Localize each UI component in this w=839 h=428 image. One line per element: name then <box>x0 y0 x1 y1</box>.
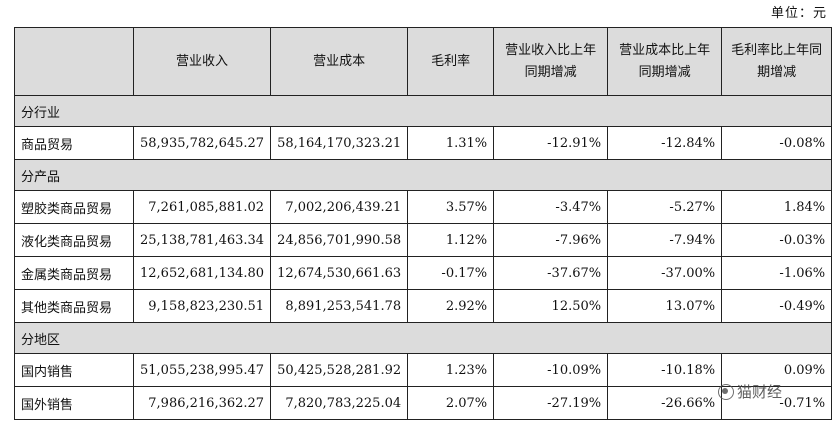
margin-cell: 2.92% <box>407 289 495 323</box>
table-row: 国内销售 51,055,238,995.47 50,425,528,281.92… <box>14 353 833 387</box>
header-line: 期增减 <box>757 64 797 80</box>
cost-cell: 7,002,206,439.21 <box>270 190 409 224</box>
header-row: 营业收入 营业成本 毛利率 营业收入比上年 同期增减 营业成本比上年 同期增减 毛利… <box>14 27 833 96</box>
revenue-cell: 7,261,085,881.02 <box>132 190 272 224</box>
margin-cell: 1.31% <box>407 126 495 160</box>
header-cell-6: 毛利率比上年同 期增减 <box>721 27 833 96</box>
margin-change-cell: -1.06% <box>721 256 833 290</box>
row-label: 商品贸易 <box>14 126 134 160</box>
row-label: 国外销售 <box>14 386 134 420</box>
cost-change-cell: -10.18% <box>607 353 723 387</box>
row-label: 塑胶类商品贸易 <box>14 190 134 224</box>
wechat-icon <box>718 383 734 400</box>
revenue-change-cell: -12.91% <box>493 126 609 160</box>
table-row: 金属类商品贸易 12,652,681,134.80 12,674,530,661… <box>14 256 833 290</box>
revenue-cell: 58,935,782,645.27 <box>132 126 272 160</box>
revenue-table: 营业收入 营业成本 毛利率 营业收入比上年 同期增减 营业成本比上年 同期增减 毛利… <box>13 27 833 420</box>
header-line: 毛利率比上年同 <box>731 42 823 58</box>
row-label: 国内销售 <box>14 353 134 387</box>
revenue-change-cell: -3.47% <box>493 190 609 224</box>
margin-change-cell: 1.84% <box>721 190 833 224</box>
cost-change-cell: 13.07% <box>607 289 723 323</box>
margin-cell: 2.07% <box>407 386 495 420</box>
row-label: 其他类商品贸易 <box>14 289 134 323</box>
margin-change-cell: 0.09% <box>721 353 833 387</box>
header-line: 营业收入比上年 <box>505 42 597 58</box>
revenue-change-cell: -10.09% <box>493 353 609 387</box>
header-line: 毛利率 <box>431 53 471 69</box>
table-row: 液化类商品贸易 25,138,781,463.34 24,856,701,990… <box>14 223 833 257</box>
watermark: 猫财经 <box>718 381 782 402</box>
table-row: 塑胶类商品贸易 7,261,085,881.02 7,002,206,439.2… <box>14 190 833 224</box>
section-row-industry: 分行业 <box>13 95 833 127</box>
cost-cell: 50,425,528,281.92 <box>270 353 409 387</box>
header-line: 营业收入 <box>176 53 229 69</box>
revenue-cell: 7,986,216,362.27 <box>132 386 272 420</box>
header-cell-4: 营业收入比上年 同期增减 <box>493 27 609 96</box>
margin-cell: 1.23% <box>407 353 495 387</box>
table-row: 其他类商品贸易 9,158,823,230.51 8,891,253,541.7… <box>14 289 833 323</box>
cost-cell: 58,164,170,323.21 <box>270 126 409 160</box>
revenue-cell: 51,055,238,995.47 <box>132 353 272 387</box>
header-line: 营业成本 <box>313 53 366 69</box>
row-label: 金属类商品贸易 <box>14 256 134 290</box>
section-row-region: 分地区 <box>13 322 833 354</box>
cost-cell: 8,891,253,541.78 <box>270 289 409 323</box>
header-line: 同期增减 <box>638 64 691 80</box>
section-title: 分产品 <box>13 159 833 191</box>
header-cell-2: 营业成本 <box>270 27 409 96</box>
cost-cell: 24,856,701,990.58 <box>270 223 409 257</box>
margin-change-cell: -0.49% <box>721 289 833 323</box>
cost-change-cell: -12.84% <box>607 126 723 160</box>
section-title: 分地区 <box>13 322 833 354</box>
watermark-text: 猫财经 <box>737 383 783 401</box>
cost-change-cell: -5.27% <box>607 190 723 224</box>
cost-change-cell: -37.00% <box>607 256 723 290</box>
header-line: 同期增减 <box>524 64 577 80</box>
row-label: 液化类商品贸易 <box>14 223 134 257</box>
revenue-change-cell: 12.50% <box>493 289 609 323</box>
margin-change-cell: -0.71% <box>721 386 833 420</box>
cost-change-cell: -26.66% <box>607 386 723 420</box>
header-cell-0 <box>14 27 134 96</box>
revenue-cell: 25,138,781,463.34 <box>132 223 272 257</box>
cost-cell: 7,820,783,225.04 <box>270 386 409 420</box>
cost-change-cell: -7.94% <box>607 223 723 257</box>
margin-cell: -0.17% <box>407 256 495 290</box>
table-row: 商品贸易 58,935,782,645.27 58,164,170,323.21… <box>14 126 833 160</box>
header-cell-5: 营业成本比上年 同期增减 <box>607 27 723 96</box>
margin-change-cell: -0.08% <box>721 126 833 160</box>
header-line: 营业成本比上年 <box>619 42 711 58</box>
revenue-change-cell: -7.96% <box>493 223 609 257</box>
revenue-change-cell: -27.19% <box>493 386 609 420</box>
header-cell-1: 营业收入 <box>132 27 272 96</box>
section-row-product: 分产品 <box>13 159 833 191</box>
margin-cell: 3.57% <box>407 190 495 224</box>
cost-cell: 12,674,530,661.63 <box>270 256 409 290</box>
revenue-cell: 12,652,681,134.80 <box>132 256 272 290</box>
margin-cell: 1.12% <box>407 223 495 257</box>
header-cell-3: 毛利率 <box>407 27 495 96</box>
table-row: 国外销售 7,986,216,362.27 7,820,783,225.04 2… <box>14 386 833 420</box>
margin-change-cell: -0.03% <box>721 223 833 257</box>
unit-label: 单位：元 <box>770 6 827 21</box>
revenue-cell: 9,158,823,230.51 <box>132 289 272 323</box>
section-title: 分行业 <box>13 95 833 127</box>
revenue-change-cell: -37.67% <box>493 256 609 290</box>
